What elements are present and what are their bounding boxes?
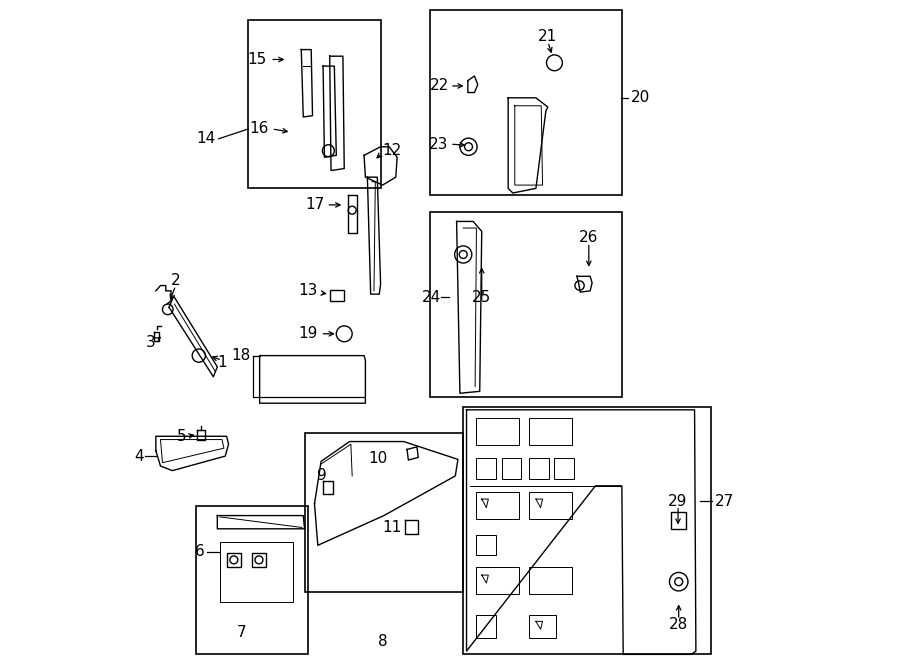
Text: 14: 14 [196, 132, 215, 146]
Circle shape [322, 145, 334, 157]
Bar [430, 212, 622, 397]
Circle shape [230, 556, 238, 564]
Circle shape [337, 326, 352, 342]
Text: 1: 1 [218, 355, 227, 369]
Bar [476, 418, 519, 445]
Circle shape [193, 349, 205, 362]
Circle shape [546, 55, 562, 71]
Bar [329, 290, 344, 301]
Circle shape [163, 304, 173, 315]
Text: 17: 17 [305, 198, 324, 212]
Bar [529, 418, 572, 445]
Text: 7: 7 [237, 625, 247, 640]
Bar [476, 492, 519, 519]
Bar [227, 553, 241, 567]
Bar [248, 20, 381, 188]
Circle shape [460, 138, 477, 155]
Text: 5: 5 [176, 429, 186, 444]
Bar [529, 615, 556, 638]
Circle shape [575, 281, 584, 290]
Text: 23: 23 [429, 137, 449, 151]
Circle shape [348, 206, 356, 214]
Bar [304, 433, 464, 592]
Text: 12: 12 [382, 143, 401, 158]
Bar [671, 512, 686, 529]
Text: 18: 18 [231, 348, 250, 363]
Text: 16: 16 [248, 122, 268, 136]
Bar [195, 506, 308, 654]
Text: 8: 8 [378, 634, 387, 648]
Text: 13: 13 [299, 284, 318, 298]
Text: 2: 2 [171, 274, 181, 288]
Circle shape [255, 556, 263, 564]
Circle shape [459, 251, 467, 258]
Bar [252, 553, 266, 567]
Text: 19: 19 [299, 327, 318, 341]
Bar [476, 615, 496, 638]
Text: 3: 3 [146, 335, 156, 350]
Circle shape [670, 572, 688, 591]
Bar [476, 567, 519, 594]
Text: 4: 4 [134, 449, 144, 463]
Text: 10: 10 [368, 451, 387, 465]
Text: 15: 15 [248, 52, 267, 67]
Bar [476, 535, 496, 555]
Circle shape [464, 143, 473, 151]
Text: 24: 24 [421, 290, 441, 305]
Text: 26: 26 [579, 231, 599, 245]
Text: 27: 27 [715, 494, 733, 508]
Bar [464, 407, 711, 654]
Bar [476, 458, 496, 479]
Text: 9: 9 [317, 469, 327, 483]
Text: 29: 29 [669, 494, 688, 508]
Bar [220, 542, 292, 602]
Text: 22: 22 [429, 79, 449, 93]
Bar [529, 492, 572, 519]
Bar [529, 458, 549, 479]
Bar [430, 10, 622, 195]
Circle shape [675, 578, 683, 586]
Text: 20: 20 [631, 91, 650, 105]
Text: 21: 21 [538, 29, 557, 44]
Circle shape [454, 246, 472, 263]
Bar [554, 458, 574, 479]
Text: 11: 11 [382, 520, 401, 535]
Bar [501, 458, 521, 479]
Text: 28: 28 [669, 617, 689, 632]
Bar [529, 567, 572, 594]
Text: 6: 6 [195, 545, 205, 559]
Text: 25: 25 [472, 290, 491, 305]
